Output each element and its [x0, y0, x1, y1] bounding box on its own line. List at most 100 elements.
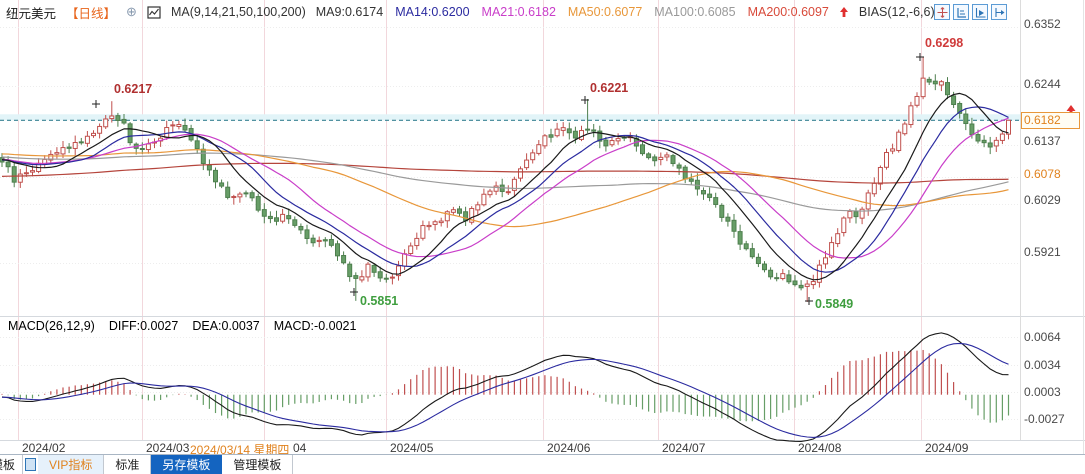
- price-extreme-label: 0.6298: [925, 36, 964, 50]
- candle-body: [536, 144, 542, 154]
- candle-body: [664, 154, 670, 158]
- candle-body: [365, 263, 371, 278]
- candle-body: [682, 166, 688, 180]
- candle-body: [115, 115, 121, 121]
- candle-body: [310, 237, 316, 244]
- candle-body: [920, 77, 926, 98]
- candle-body: [658, 156, 664, 161]
- candle-body: [579, 130, 584, 140]
- candle-body: [572, 130, 578, 139]
- axis-price-label: 0.0034: [1024, 358, 1061, 372]
- ma-line-ma100: [1, 152, 1009, 212]
- tab-label: 模板: [0, 458, 16, 472]
- candle-body: [438, 220, 444, 224]
- candle-body: [938, 81, 944, 86]
- candle-body: [103, 118, 109, 128]
- candle-body: [945, 82, 950, 96]
- candle-body: [396, 265, 401, 277]
- candle-body: [213, 169, 218, 183]
- chart-header: 纽元美元 【日线】 ⊕ MA(9,14,21,50,100,200) MA9:0…: [6, 3, 935, 21]
- tab-partial[interactable]: 模板: [0, 455, 23, 474]
- candle-body: [530, 152, 536, 161]
- candle-body: [414, 237, 420, 247]
- candle-body: [999, 133, 1005, 141]
- axis-price-label: 0.0003: [1024, 385, 1061, 399]
- candle-body: [145, 143, 151, 151]
- candle-body: [786, 274, 792, 283]
- tab-item-4[interactable]: 管理模板: [222, 455, 294, 474]
- candle-body: [841, 217, 847, 234]
- candle-body: [97, 125, 103, 134]
- price-extreme-label: 0.5849: [815, 297, 854, 311]
- candle-body: [23, 172, 29, 175]
- candle-body: [810, 281, 816, 286]
- candle-body: [48, 153, 54, 161]
- candle-body: [603, 139, 609, 147]
- candle-body: [225, 186, 231, 198]
- candle-body: [78, 141, 84, 144]
- auto-scroll-icon[interactable]: [972, 4, 988, 20]
- candle-body: [322, 239, 328, 242]
- candle-body: [902, 123, 908, 135]
- candle-body: [206, 164, 212, 171]
- candle-body: [518, 168, 523, 179]
- candle-body: [286, 215, 292, 220]
- candle-body: [877, 167, 883, 185]
- candle-body: [652, 156, 658, 162]
- candle-body: [457, 208, 462, 214]
- pan-icon[interactable]: [934, 4, 950, 20]
- ma-value-label: MA9:0.6174: [315, 5, 384, 19]
- tab-label: 另存模板: [162, 458, 211, 472]
- candle-body: [353, 275, 359, 279]
- macd-header: MACD(26,12,9) DIFF:0.0027 DEA:0.0037 MAC…: [8, 319, 356, 333]
- candle-body: [11, 166, 17, 183]
- price-scale-icon[interactable]: [953, 4, 969, 20]
- candle-body: [328, 239, 334, 246]
- template-tab-bar: 模板 VIP指标 标准 另存模板 管理模板: [0, 454, 1085, 474]
- ma-line-ma50: [1, 149, 1009, 228]
- tab-separator-icon: [25, 458, 36, 471]
- candle-body: [200, 148, 206, 165]
- candle-body: [389, 276, 395, 279]
- period-label: 【日线】: [66, 6, 117, 21]
- candle-body: [853, 211, 859, 218]
- candle-body: [554, 128, 560, 137]
- candle-body: [493, 185, 499, 192]
- axis-price-label: 0.6137: [1024, 134, 1061, 148]
- candle-body: [676, 164, 682, 169]
- candle-body: [871, 182, 877, 195]
- candle-body: [951, 95, 957, 105]
- candle-body: [719, 204, 725, 218]
- candle-body: [847, 210, 853, 219]
- candle-body: [261, 209, 267, 217]
- candle-body: [670, 155, 676, 165]
- candle-body: [780, 273, 786, 280]
- ma-value-label: MA21:0.6182: [481, 5, 556, 19]
- price-direction-arrow-icon: [1066, 105, 1076, 117]
- candle-body: [823, 257, 828, 265]
- tab-item-1[interactable]: VIP指标: [38, 455, 105, 474]
- month-label: 2024/09: [925, 441, 969, 455]
- month-label-partial: 04: [293, 441, 307, 455]
- tab-save-template[interactable]: 另存模板: [151, 455, 223, 474]
- tab-label: 管理模板: [233, 458, 282, 472]
- candle-body: [774, 277, 780, 280]
- axis-price-label: 0.6078: [1024, 167, 1061, 181]
- candle-body: [487, 190, 493, 196]
- chart-shift-icon[interactable]: [991, 4, 1007, 20]
- candle-body: [798, 284, 804, 289]
- expand-icon[interactable]: ⊕: [126, 4, 137, 19]
- candle-body: [231, 196, 237, 199]
- candle-body: [890, 148, 896, 152]
- candle-body: [609, 140, 615, 146]
- chart-type-icon[interactable]: [147, 5, 161, 19]
- ma-value-label: MA200:0.6097: [747, 5, 829, 19]
- tab-item-2[interactable]: 标准: [104, 455, 152, 474]
- candle-body: [249, 192, 255, 199]
- bias-label: BIAS(12,-6,6): [858, 5, 935, 19]
- candle-body: [981, 139, 987, 144]
- date-tooltip: 2024/03/14 星期四: [190, 441, 290, 458]
- month-label: 2024/03: [146, 441, 190, 455]
- candle-body: [884, 152, 889, 168]
